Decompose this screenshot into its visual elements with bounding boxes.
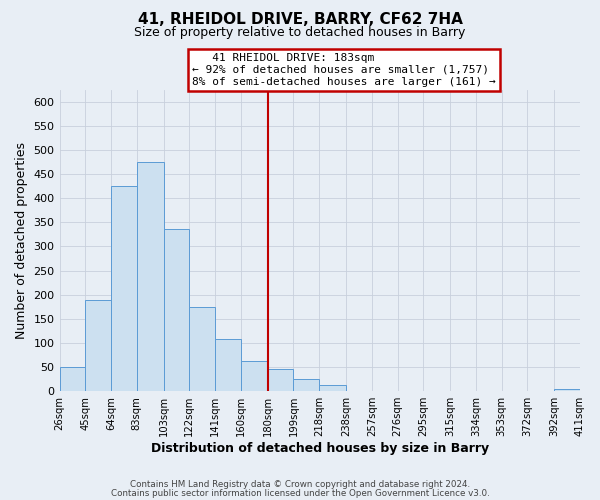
Text: Contains HM Land Registry data © Crown copyright and database right 2024.: Contains HM Land Registry data © Crown c… [130,480,470,489]
Bar [137,162,164,391]
Bar [215,339,241,391]
Bar [554,389,580,391]
Bar [293,379,319,391]
Text: Size of property relative to detached houses in Barry: Size of property relative to detached ho… [134,26,466,39]
Text: 41, RHEIDOL DRIVE, BARRY, CF62 7HA: 41, RHEIDOL DRIVE, BARRY, CF62 7HA [137,12,463,28]
Bar [59,367,85,391]
Bar [190,306,215,391]
X-axis label: Distribution of detached houses by size in Barry: Distribution of detached houses by size … [151,442,489,455]
Bar [111,186,137,391]
Bar [268,370,293,391]
Bar [164,228,190,391]
Bar [241,362,268,391]
Text: Contains public sector information licensed under the Open Government Licence v3: Contains public sector information licen… [110,488,490,498]
Bar [85,300,111,391]
Bar [319,386,346,391]
Text: 41 RHEIDOL DRIVE: 183sqm
← 92% of detached houses are smaller (1,757)
8% of semi: 41 RHEIDOL DRIVE: 183sqm ← 92% of detach… [192,54,496,86]
Y-axis label: Number of detached properties: Number of detached properties [15,142,28,339]
